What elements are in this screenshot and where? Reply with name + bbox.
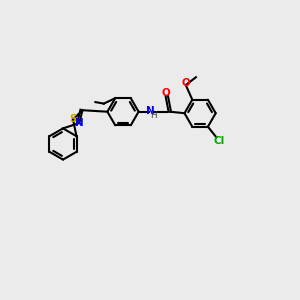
Text: N: N (146, 106, 154, 116)
Text: O: O (182, 78, 191, 88)
Text: Cl: Cl (213, 136, 224, 146)
Text: N: N (75, 118, 84, 128)
Text: S: S (69, 115, 77, 124)
Text: O: O (161, 88, 170, 98)
Text: H: H (151, 111, 157, 120)
